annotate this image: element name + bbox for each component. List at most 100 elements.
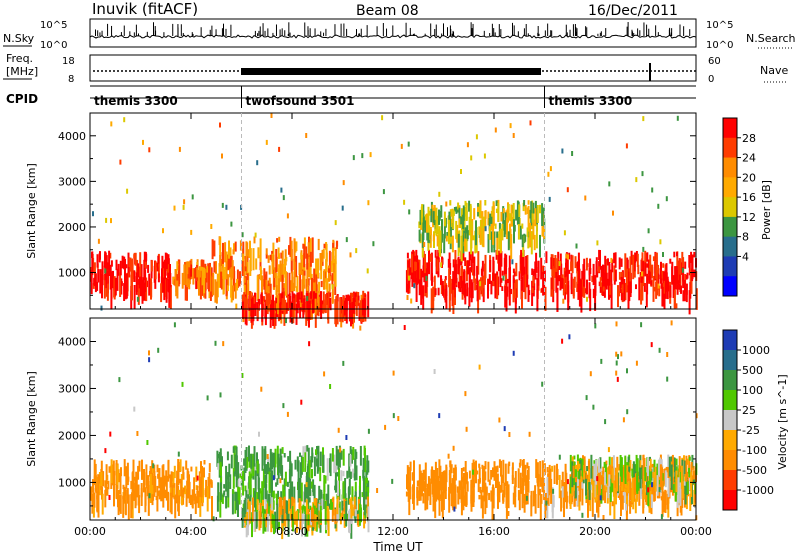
data-cell: [432, 234, 435, 242]
data-cell: [271, 253, 274, 274]
data-cell: [224, 267, 227, 280]
data-cell: [339, 512, 342, 525]
data-cell: [688, 456, 691, 461]
data-cell: [552, 488, 555, 494]
data-cell: [301, 506, 304, 514]
colorbar-swatch: [723, 177, 737, 198]
data-cell: [189, 494, 192, 505]
data-cell: [308, 341, 311, 347]
data-cell: [680, 494, 683, 516]
data-cell: [340, 470, 343, 481]
data-cell: [679, 480, 682, 506]
data-cell: [424, 253, 426, 274]
freq-label-1: Freq.: [6, 52, 33, 65]
data-cell: [295, 256, 298, 278]
data-cell: [434, 249, 437, 258]
data-cell: [614, 475, 617, 489]
data-cell: [326, 292, 329, 305]
data-cell: [246, 512, 249, 521]
data-cell: [542, 464, 545, 468]
data-cell: [277, 247, 280, 258]
data-cell: [312, 509, 315, 528]
data-cell: [693, 470, 695, 486]
data-cell: [259, 488, 262, 494]
data-cell: [480, 489, 483, 509]
data-cell: [282, 263, 285, 278]
data-cell: [125, 466, 128, 489]
data-cell: [482, 216, 485, 229]
data-cell: [604, 488, 607, 504]
data-cell: [600, 358, 603, 364]
data-cell: [457, 233, 460, 248]
data-cell: [688, 467, 690, 474]
data-cell: [331, 247, 334, 266]
data-cell: [448, 470, 451, 476]
data-cell: [529, 222, 532, 248]
data-cell: [497, 203, 500, 222]
data-cell: [367, 428, 370, 434]
data-cell: [438, 191, 441, 197]
data-cell: [137, 465, 140, 480]
data-cell: [252, 497, 254, 522]
colorbar-swatch: [723, 410, 737, 431]
data-cell: [269, 295, 272, 304]
data-cell: [431, 276, 434, 283]
data-cell: [286, 481, 289, 487]
data-cell: [97, 474, 100, 500]
data-cell: [409, 486, 412, 500]
data-cell: [435, 224, 438, 235]
data-cell: [661, 494, 664, 517]
data-cell: [138, 460, 141, 472]
data-cell: [225, 271, 228, 297]
data-cell: [438, 233, 441, 257]
data-cell: [158, 490, 161, 500]
data-cell: [546, 496, 549, 519]
data-cell: [418, 259, 421, 280]
data-cell: [177, 276, 180, 287]
data-cell: [289, 450, 292, 471]
data-cell: [427, 476, 430, 489]
data-cell: [308, 256, 311, 278]
data-cell: [188, 267, 191, 279]
data-cell: [268, 277, 271, 284]
data-cell: [597, 266, 600, 273]
data-cell: [324, 294, 327, 314]
data-cell: [297, 460, 300, 486]
data-cell: [525, 256, 528, 279]
data-cell: [692, 465, 695, 470]
data-cell: [443, 218, 446, 239]
data-cell: [496, 465, 499, 473]
data-cell: [311, 507, 313, 523]
station-title: Inuvik (fitACF): [92, 0, 198, 18]
data-cell: [620, 351, 623, 357]
data-cell: [594, 285, 597, 311]
data-cell: [364, 460, 367, 473]
data-cell: [620, 289, 623, 301]
data-cell: [689, 478, 691, 491]
data-cell: [461, 487, 464, 504]
data-cell: [104, 268, 107, 274]
data-cell: [342, 470, 345, 477]
data-cell: [409, 467, 412, 493]
data-cell: [546, 467, 549, 473]
data-cell: [641, 252, 644, 270]
data-cell: [479, 281, 482, 287]
data-cell: [173, 280, 176, 286]
data-cell: [305, 301, 308, 326]
data-cell: [586, 296, 588, 302]
data-cell: [230, 221, 233, 227]
data-cell: [534, 494, 537, 514]
data-cell: [206, 266, 209, 273]
data-cell: [492, 256, 495, 281]
data-cell: [501, 286, 504, 291]
data-cell: [468, 216, 471, 236]
freq-panel: Freq. [MHz] 18 8 60 0 Nave: [3, 52, 788, 85]
data-cell: [127, 494, 130, 520]
data-cell: [643, 283, 646, 292]
data-cell: [222, 492, 225, 498]
data-cell: [334, 509, 337, 525]
data-cell: [277, 457, 280, 479]
data-cell: [663, 281, 666, 294]
data-cell: [248, 291, 251, 308]
